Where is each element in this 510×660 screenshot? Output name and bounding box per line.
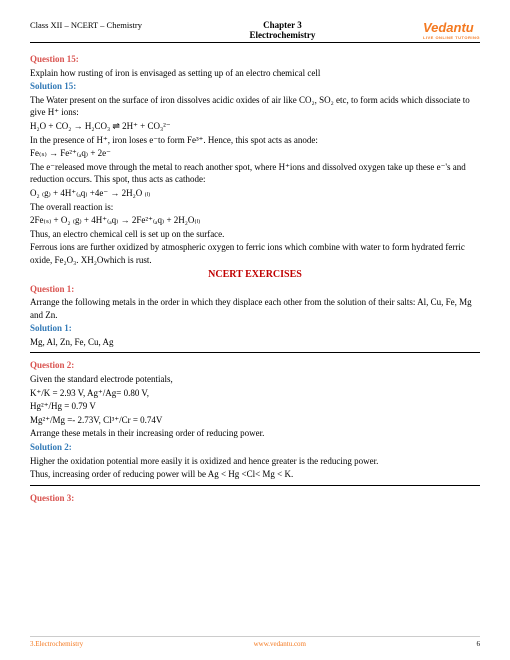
question-1-label: Question 1: [30,283,480,296]
brand-logo: Vedantu LIVE ONLINE TUTORING [423,20,480,40]
footer-page-number: 6 [477,640,481,648]
chapter-number: Chapter 3 [250,20,316,30]
question-3-label: Question 3: [30,492,480,505]
question-2-p4: Mg²⁺/Mg =- 2.73V, Cl³⁺/Cr = 0.74V [30,414,480,427]
question-15-text: Explain how rusting of iron is envisaged… [30,67,480,80]
solution-15-p7: The overall reaction is: [30,201,480,214]
header-course: Class XII – NCERT – Chemistry [30,20,142,30]
question-2-p3: Hg²⁺/Hg = 0.79 V [30,400,480,413]
solution-15-p5: The e⁻released move through the metal to… [30,161,480,186]
solution-15-p10: Ferrous ions are further oxidized by atm… [30,241,480,266]
question-2-p1: Given the standard electrode potentials, [30,373,480,386]
solution-15-p2: H₂O + CO₂ → H₂CO₃ ⇌ 2H⁺ + CO₃²⁻ [30,120,480,133]
solution-15-p9: Thus, an electro chemical cell is set up… [30,228,480,241]
divider-1 [30,352,480,353]
solution-15-p4: Fe₍ₛ₎ → Fe²⁺₍ₐq₎ + 2e⁻ [30,147,480,160]
solution-15-p8: 2Fe₍ₛ₎ + O₂ ₍g₎ + 4H⁺₍ₐq₎ → 2Fe²⁺₍ₐq₎ + … [30,214,480,227]
header-chapter: Chapter 3 Electrochemistry [250,20,316,40]
page-header: Class XII – NCERT – Chemistry Chapter 3 … [30,20,480,43]
solution-15-p3: In the presence of H⁺, iron loses e⁻to f… [30,134,480,147]
solution-15-p1: The Water present on the surface of iron… [30,94,480,119]
logo-subtitle: LIVE ONLINE TUTORING [423,35,480,40]
solution-15-label: Solution 15: [30,80,480,93]
chapter-title: Electrochemistry [250,30,316,40]
page-footer: 3.Electrochemistry www.vedantu.com 6 [30,636,480,648]
question-2-p2: K⁺/K = 2.93 V, Ag⁺/Ag= 0.80 V, [30,387,480,400]
question-1-text: Arrange the following metals in the orde… [30,296,480,321]
solution-2-label: Solution 2: [30,441,480,454]
logo-text: Vedantu [423,20,474,35]
footer-chapter: 3.Electrochemistry [30,640,83,648]
solution-15-p6: O₂ ₍g₎ + 4H⁺₍ₐq₎ +4e⁻ → 2H₂O ₍ₗ₎ [30,187,480,200]
solution-1-label: Solution 1: [30,322,480,335]
question-2-label: Question 2: [30,359,480,372]
question-2-p5: Arrange these metals in their increasing… [30,427,480,440]
solution-1-text: Mg, Al, Zn, Fe, Cu, Ag [30,336,480,349]
footer-url: www.vedantu.com [254,640,306,648]
question-15-label: Question 15: [30,53,480,66]
solution-2-p1: Higher the oxidation potential more easi… [30,455,480,468]
ncert-exercises-title: NCERT EXERCISES [30,268,480,282]
divider-2 [30,485,480,486]
page-content: Question 15: Explain how rusting of iron… [30,53,480,504]
solution-2-p2: Thus, increasing order of reducing power… [30,468,480,481]
